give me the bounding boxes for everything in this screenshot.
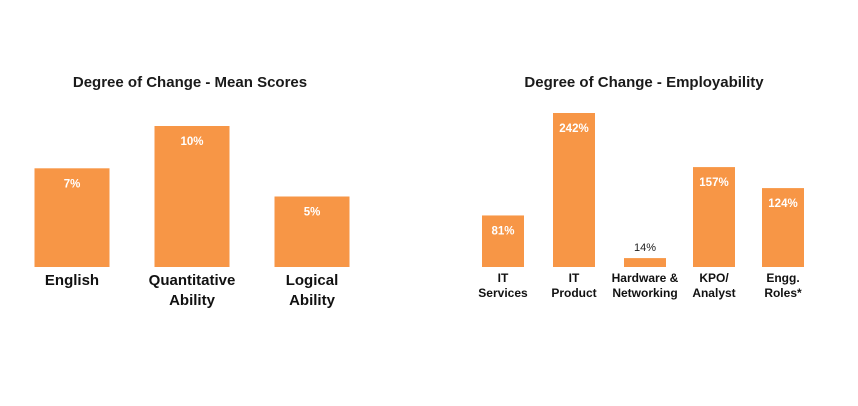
- category-label: Networking: [612, 286, 677, 300]
- bar: [553, 113, 595, 267]
- chart-plot-area: 7% English 10% Quantitative Ability 5% Logical…: [34, 126, 350, 309]
- bar: [482, 215, 524, 267]
- data-label: 242%: [559, 123, 588, 135]
- category-label: Ability: [289, 292, 335, 309]
- category-label: Product: [551, 286, 596, 300]
- category-label: Engg.: [766, 271, 799, 285]
- bar: [693, 167, 735, 267]
- category-label: IT: [569, 271, 580, 285]
- bar: [154, 126, 230, 267]
- category-label: Hardware &: [612, 271, 679, 285]
- data-label: 14%: [634, 242, 656, 254]
- data-label: 5%: [304, 207, 321, 219]
- bar: [274, 196, 350, 267]
- category-label: English: [45, 272, 99, 289]
- category-label: KPO/: [699, 271, 729, 285]
- category-label: Services: [478, 286, 528, 300]
- category-label: IT: [498, 271, 509, 285]
- bar: [34, 168, 110, 267]
- data-label: 124%: [768, 198, 797, 210]
- chart-title: Degree of Change - Mean Scores: [72, 74, 308, 91]
- category-label: Analyst: [692, 286, 735, 300]
- data-label: 81%: [491, 225, 514, 237]
- bar: [762, 188, 804, 267]
- data-label: 157%: [699, 177, 728, 189]
- chart-title: Degree of Change - Employability: [524, 74, 764, 91]
- category-label: Roles*: [764, 286, 802, 300]
- category-label: Ability: [169, 292, 215, 309]
- category-label: Quantitative: [149, 272, 236, 289]
- chart-employability: Degree of Change - Employability 81% IT Se…: [430, 0, 858, 406]
- category-label: Logical: [286, 272, 339, 289]
- data-label: 10%: [180, 136, 203, 148]
- data-label: 7%: [64, 178, 81, 190]
- bar: [624, 258, 666, 267]
- chart-mean-scores: Degree of Change - Mean Scores 7% English…: [0, 0, 400, 406]
